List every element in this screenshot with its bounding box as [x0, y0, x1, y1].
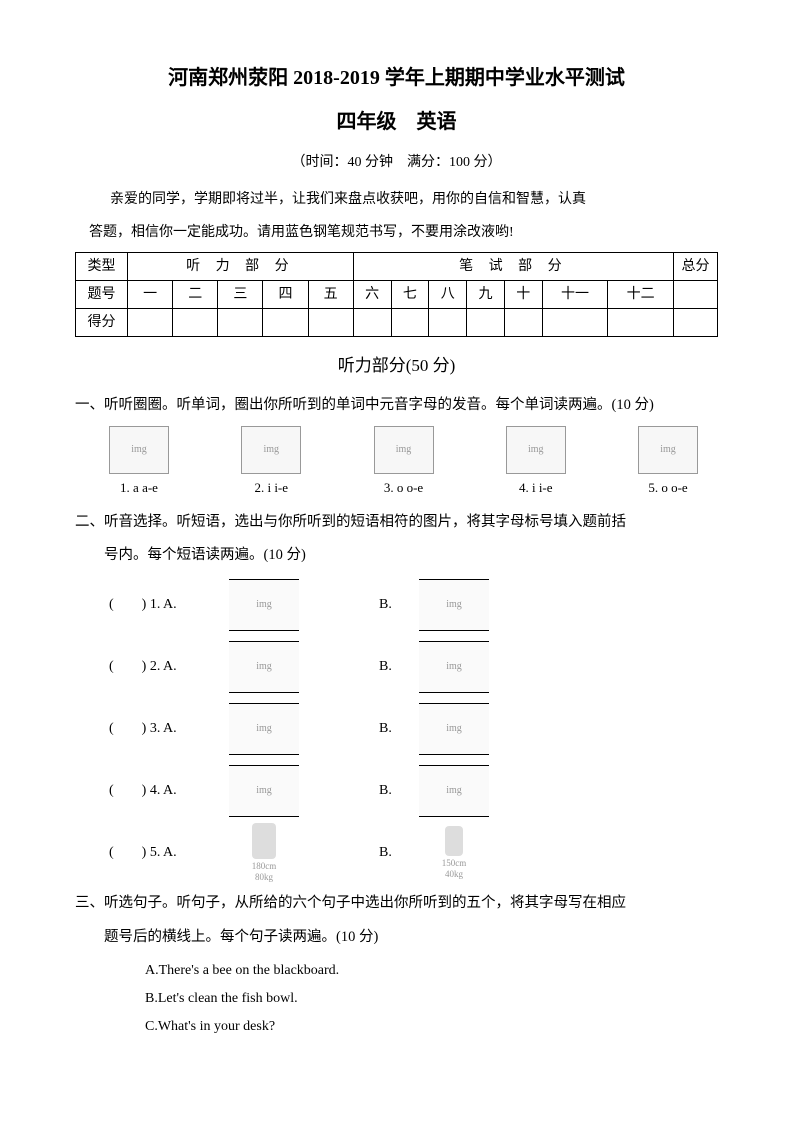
- q3-option-b: B.Let's clean the fish bowl.: [145, 985, 718, 1013]
- intro-line-2: 答题，相信你一定能成功。请用蓝色钢笔规范书写，不要用涂改液哟!: [75, 220, 718, 247]
- question-1-text: 一、听听圈圈。听单词，圈出你所听到的单词中元音字母的发音。每个单词读两遍。(10…: [75, 392, 718, 420]
- cell-blank: [608, 309, 674, 337]
- q3-option-a: A.There's a bee on the blackboard.: [145, 957, 718, 985]
- placeholder-image-icon: img: [374, 426, 434, 474]
- q2-row-1: ( ) 1. A. img B. img: [109, 576, 718, 634]
- cell-q12: 十二: [608, 281, 674, 309]
- q1-item-5: img 5. o o-e: [638, 426, 698, 499]
- question-2-options: ( ) 1. A. img B. img ( ) 2. A. img B. im…: [75, 576, 718, 882]
- cell-blank: [391, 309, 429, 337]
- q2-label-5b: B.: [379, 840, 419, 865]
- cell-blank: [542, 309, 608, 337]
- q1-item-1: img 1. a a-e: [109, 426, 169, 499]
- placeholder-image-icon: img: [419, 641, 489, 693]
- question-3-text-line1: 三、听选句子。听句子，从所给的六个句子中选出你所听到的五个，将其字母写在相应: [75, 890, 718, 918]
- cell-q5: 五: [308, 281, 353, 309]
- q2-label-3a: ( ) 3. A.: [109, 716, 229, 741]
- title-main: 河南郑州荥阳 2018-2019 学年上期期中学业水平测试: [75, 60, 718, 96]
- cell-blank: [128, 309, 173, 337]
- q2-label-3b: B.: [379, 716, 419, 741]
- cell-blank: [263, 309, 308, 337]
- placeholder-image-icon: img: [638, 426, 698, 474]
- cell-q1: 一: [128, 281, 173, 309]
- question-2-text-line1: 二、听音选择。听短语，选出与你所听到的短语相符的图片，将其字母标号填入题前括: [75, 509, 718, 537]
- cell-blank: [218, 309, 263, 337]
- q1-item-3: img 3. o o-e: [374, 426, 434, 499]
- q2-label-1b: B.: [379, 592, 419, 617]
- cell-qnum-label: 题号: [76, 281, 128, 309]
- cell-q9: 九: [467, 281, 505, 309]
- q2-label-4a: ( ) 4. A.: [109, 778, 229, 803]
- q2-label-2b: B.: [379, 654, 419, 679]
- person-icon: [252, 823, 276, 859]
- q2-row-5: ( ) 5. A. 180cm 80kg B. 150cm 40kg: [109, 824, 718, 882]
- cell-q8: 八: [429, 281, 467, 309]
- caption-weight-b: 40kg: [442, 869, 467, 880]
- question-2-text-line2: 号内。每个短语读两遍。(10 分): [75, 542, 718, 570]
- placeholder-image-icon: img: [241, 426, 301, 474]
- score-table: 类型 听 力 部 分 笔 试 部 分 总分 题号 一 二 三 四 五 六 七 八…: [75, 252, 718, 337]
- caption-height-b: 150cm: [442, 858, 467, 869]
- q1-label-5: 5. o o-e: [638, 476, 698, 499]
- placeholder-image-icon: img: [229, 641, 299, 693]
- person-figure-b: 150cm 40kg: [419, 821, 489, 885]
- person-figure-a: 180cm 80kg: [229, 821, 299, 885]
- q2-label-4b: B.: [379, 778, 419, 803]
- q2-row-4: ( ) 4. A. img B. img: [109, 762, 718, 820]
- exam-meta: （时间：40 分钟 满分：100 分）: [75, 150, 718, 175]
- cell-blank: [467, 309, 505, 337]
- q2-row-3: ( ) 3. A. img B. img: [109, 700, 718, 758]
- placeholder-image-icon: img: [419, 579, 489, 631]
- q1-item-4: img 4. i i-e: [506, 426, 566, 499]
- cell-blank: [308, 309, 353, 337]
- placeholder-image-icon: img: [506, 426, 566, 474]
- placeholder-image-icon: img: [229, 765, 299, 817]
- title-sub: 四年级 英语: [75, 104, 718, 140]
- cell-blank: [353, 309, 391, 337]
- q1-label-1: 1. a a-e: [109, 476, 169, 499]
- section-listening-header: 听力部分(50 分): [75, 351, 718, 382]
- cell-q4: 四: [263, 281, 308, 309]
- cell-type: 类型: [76, 253, 128, 281]
- q1-item-2: img 2. i i-e: [241, 426, 301, 499]
- placeholder-image-icon: img: [109, 426, 169, 474]
- cell-written-header: 笔 试 部 分: [353, 253, 673, 281]
- q2-label-2a: ( ) 2. A.: [109, 654, 229, 679]
- cell-listening-header: 听 力 部 分: [128, 253, 354, 281]
- cell-q3: 三: [218, 281, 263, 309]
- cell-total-blank: [674, 281, 718, 309]
- q2-label-5a: ( ) 5. A.: [109, 840, 229, 865]
- cell-q11: 十一: [542, 281, 608, 309]
- cell-q2: 二: [173, 281, 218, 309]
- cell-blank: [173, 309, 218, 337]
- cell-blank: [429, 309, 467, 337]
- q1-label-2: 2. i i-e: [241, 476, 301, 499]
- cell-q7: 七: [391, 281, 429, 309]
- question-3-options: A.There's a bee on the blackboard. B.Let…: [75, 957, 718, 1041]
- cell-q10: 十: [504, 281, 542, 309]
- question-1-items: img 1. a a-e img 2. i i-e img 3. o o-e i…: [75, 426, 718, 499]
- caption-weight-a: 80kg: [252, 872, 277, 883]
- q1-label-3: 3. o o-e: [374, 476, 434, 499]
- q2-row-2: ( ) 2. A. img B. img: [109, 638, 718, 696]
- question-3-text-line2: 题号后的横线上。每个句子读两遍。(10 分): [75, 924, 718, 952]
- q3-option-c: C.What's in your desk?: [145, 1013, 718, 1041]
- caption-height-a: 180cm: [252, 861, 277, 872]
- cell-total: 总分: [674, 253, 718, 281]
- placeholder-image-icon: img: [229, 703, 299, 755]
- cell-blank: [674, 309, 718, 337]
- placeholder-image-icon: img: [419, 703, 489, 755]
- cell-blank: [504, 309, 542, 337]
- person-icon: [445, 826, 463, 856]
- cell-score-label: 得分: [76, 309, 128, 337]
- placeholder-image-icon: img: [419, 765, 489, 817]
- cell-q6: 六: [353, 281, 391, 309]
- intro-line-1: 亲爱的同学，学期即将过半，让我们来盘点收获吧，用你的自信和智慧，认真: [75, 187, 718, 214]
- q2-label-1a: ( ) 1. A.: [109, 592, 229, 617]
- q1-label-4: 4. i i-e: [506, 476, 566, 499]
- placeholder-image-icon: img: [229, 579, 299, 631]
